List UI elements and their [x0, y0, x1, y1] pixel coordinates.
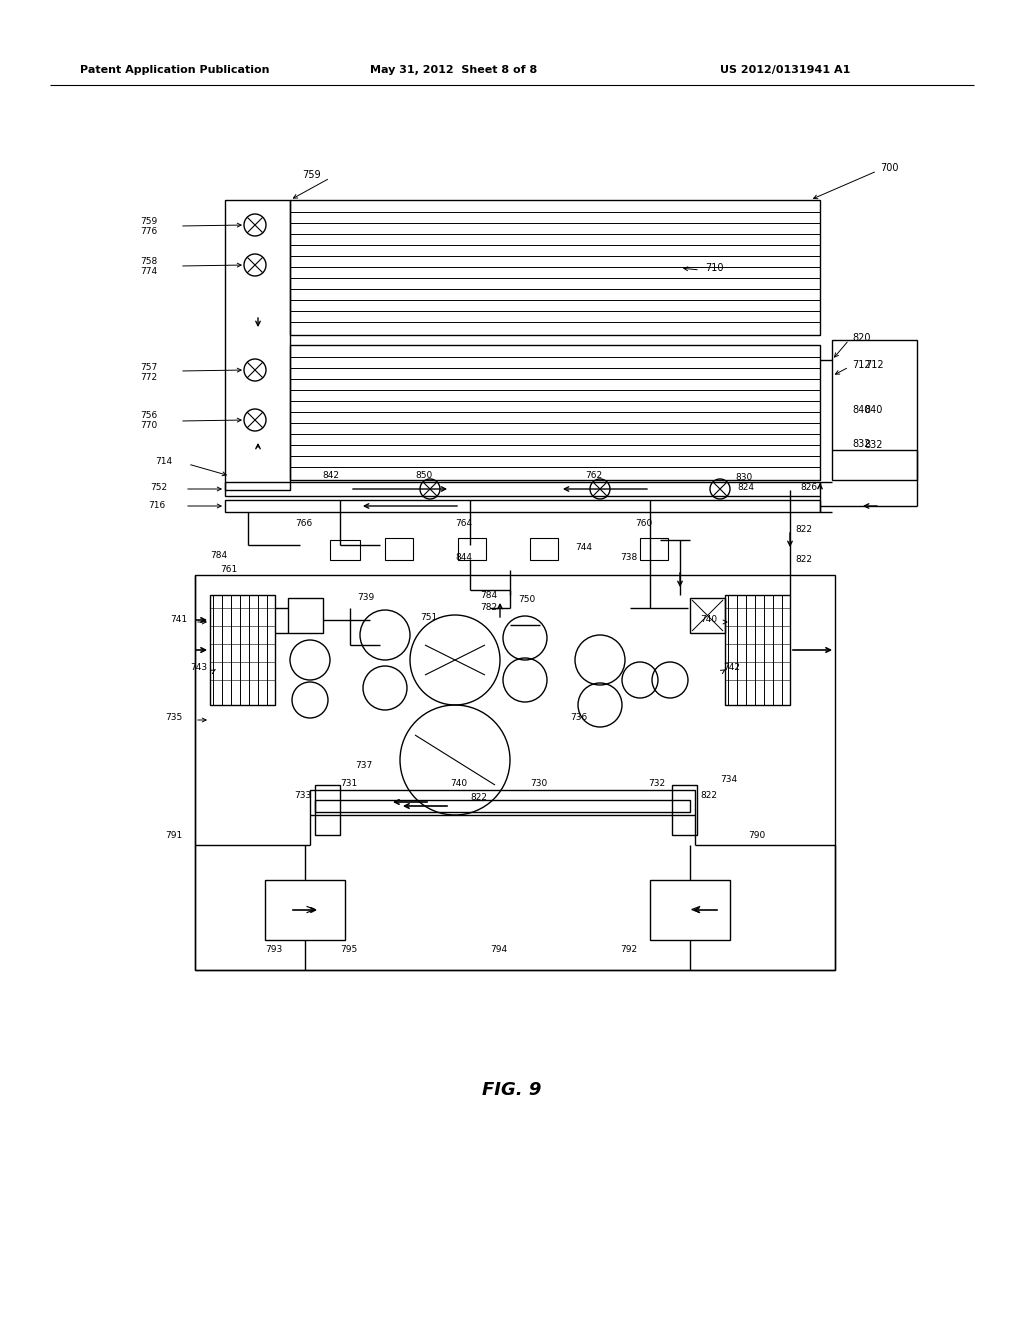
- Text: 840: 840: [865, 405, 883, 414]
- Text: 840: 840: [852, 405, 870, 414]
- Text: 832: 832: [864, 440, 884, 450]
- Text: 735: 735: [165, 714, 182, 722]
- Text: 761: 761: [220, 565, 238, 574]
- Text: 752: 752: [150, 483, 167, 491]
- Text: 776: 776: [140, 227, 158, 236]
- Bar: [640, 539, 668, 560]
- Text: Patent Application Publication: Patent Application Publication: [80, 65, 269, 75]
- Text: 822: 822: [700, 791, 717, 800]
- Text: 762: 762: [585, 470, 602, 479]
- Text: 742: 742: [723, 664, 740, 672]
- Text: 733: 733: [294, 791, 311, 800]
- Text: 844: 844: [455, 553, 472, 562]
- Text: 750: 750: [518, 595, 536, 605]
- Text: 738: 738: [620, 553, 637, 562]
- Bar: [690, 598, 725, 634]
- Text: 710: 710: [705, 263, 724, 273]
- Text: 795: 795: [340, 945, 357, 954]
- Bar: [530, 539, 558, 560]
- Text: 784: 784: [480, 591, 497, 601]
- Text: 751: 751: [420, 614, 437, 623]
- Bar: [725, 595, 790, 705]
- Bar: [650, 880, 730, 940]
- Bar: [330, 540, 360, 560]
- Text: 793: 793: [265, 945, 283, 954]
- Text: 737: 737: [355, 760, 373, 770]
- Text: 740: 740: [700, 615, 717, 624]
- Text: 759: 759: [302, 170, 321, 180]
- Text: 760: 760: [635, 520, 652, 528]
- Text: 782: 782: [480, 603, 497, 612]
- Text: 822: 822: [795, 556, 812, 565]
- Text: 744: 744: [575, 544, 592, 553]
- Bar: [315, 800, 690, 812]
- Bar: [225, 482, 820, 496]
- Text: 740: 740: [450, 779, 467, 788]
- Text: 826: 826: [800, 483, 817, 491]
- Bar: [290, 201, 820, 335]
- Text: 842: 842: [322, 470, 339, 479]
- Text: 822: 822: [795, 525, 812, 535]
- Text: 712: 712: [864, 360, 884, 370]
- Text: 730: 730: [530, 779, 547, 788]
- Text: 820: 820: [852, 333, 870, 343]
- Text: 743: 743: [190, 664, 207, 672]
- Bar: [315, 785, 340, 836]
- Bar: [210, 595, 275, 705]
- Bar: [385, 539, 413, 560]
- Text: 832: 832: [852, 440, 870, 449]
- Bar: [225, 201, 290, 490]
- Text: 700: 700: [880, 162, 898, 173]
- Text: 830: 830: [735, 473, 753, 482]
- Bar: [672, 785, 697, 836]
- Text: 741: 741: [170, 615, 187, 624]
- Bar: [225, 500, 820, 512]
- Text: 716: 716: [148, 500, 165, 510]
- Text: 732: 732: [648, 779, 666, 788]
- Text: 791: 791: [165, 830, 182, 840]
- Text: FIG. 9: FIG. 9: [482, 1081, 542, 1100]
- Text: 766: 766: [295, 520, 312, 528]
- Text: 822: 822: [470, 793, 487, 803]
- Text: 790: 790: [748, 830, 765, 840]
- Bar: [265, 880, 345, 940]
- Text: 756: 756: [140, 412, 158, 421]
- Text: 784: 784: [210, 550, 227, 560]
- Text: 731: 731: [340, 779, 357, 788]
- Text: <: <: [689, 903, 700, 917]
- Text: 794: 794: [490, 945, 507, 954]
- Text: 764: 764: [455, 520, 472, 528]
- Text: US 2012/0131941 A1: US 2012/0131941 A1: [720, 65, 850, 75]
- Text: 772: 772: [140, 372, 157, 381]
- Text: 757: 757: [140, 363, 158, 371]
- Bar: [458, 539, 486, 560]
- Text: 712: 712: [852, 360, 870, 370]
- Bar: [288, 598, 323, 634]
- Text: 770: 770: [140, 421, 158, 430]
- Bar: [310, 789, 695, 814]
- Text: 734: 734: [720, 776, 737, 784]
- Text: 739: 739: [357, 594, 374, 602]
- Bar: [290, 345, 820, 480]
- Text: 850: 850: [415, 470, 432, 479]
- Text: 792: 792: [620, 945, 637, 954]
- Text: 714: 714: [155, 458, 172, 466]
- Text: 824: 824: [737, 483, 754, 491]
- Bar: [195, 576, 835, 970]
- Text: May 31, 2012  Sheet 8 of 8: May 31, 2012 Sheet 8 of 8: [370, 65, 538, 75]
- Text: >: >: [304, 903, 315, 917]
- Text: 774: 774: [140, 268, 157, 276]
- Text: 759: 759: [140, 218, 158, 227]
- Text: 736: 736: [570, 714, 587, 722]
- Text: 758: 758: [140, 257, 158, 267]
- Bar: [831, 341, 918, 480]
